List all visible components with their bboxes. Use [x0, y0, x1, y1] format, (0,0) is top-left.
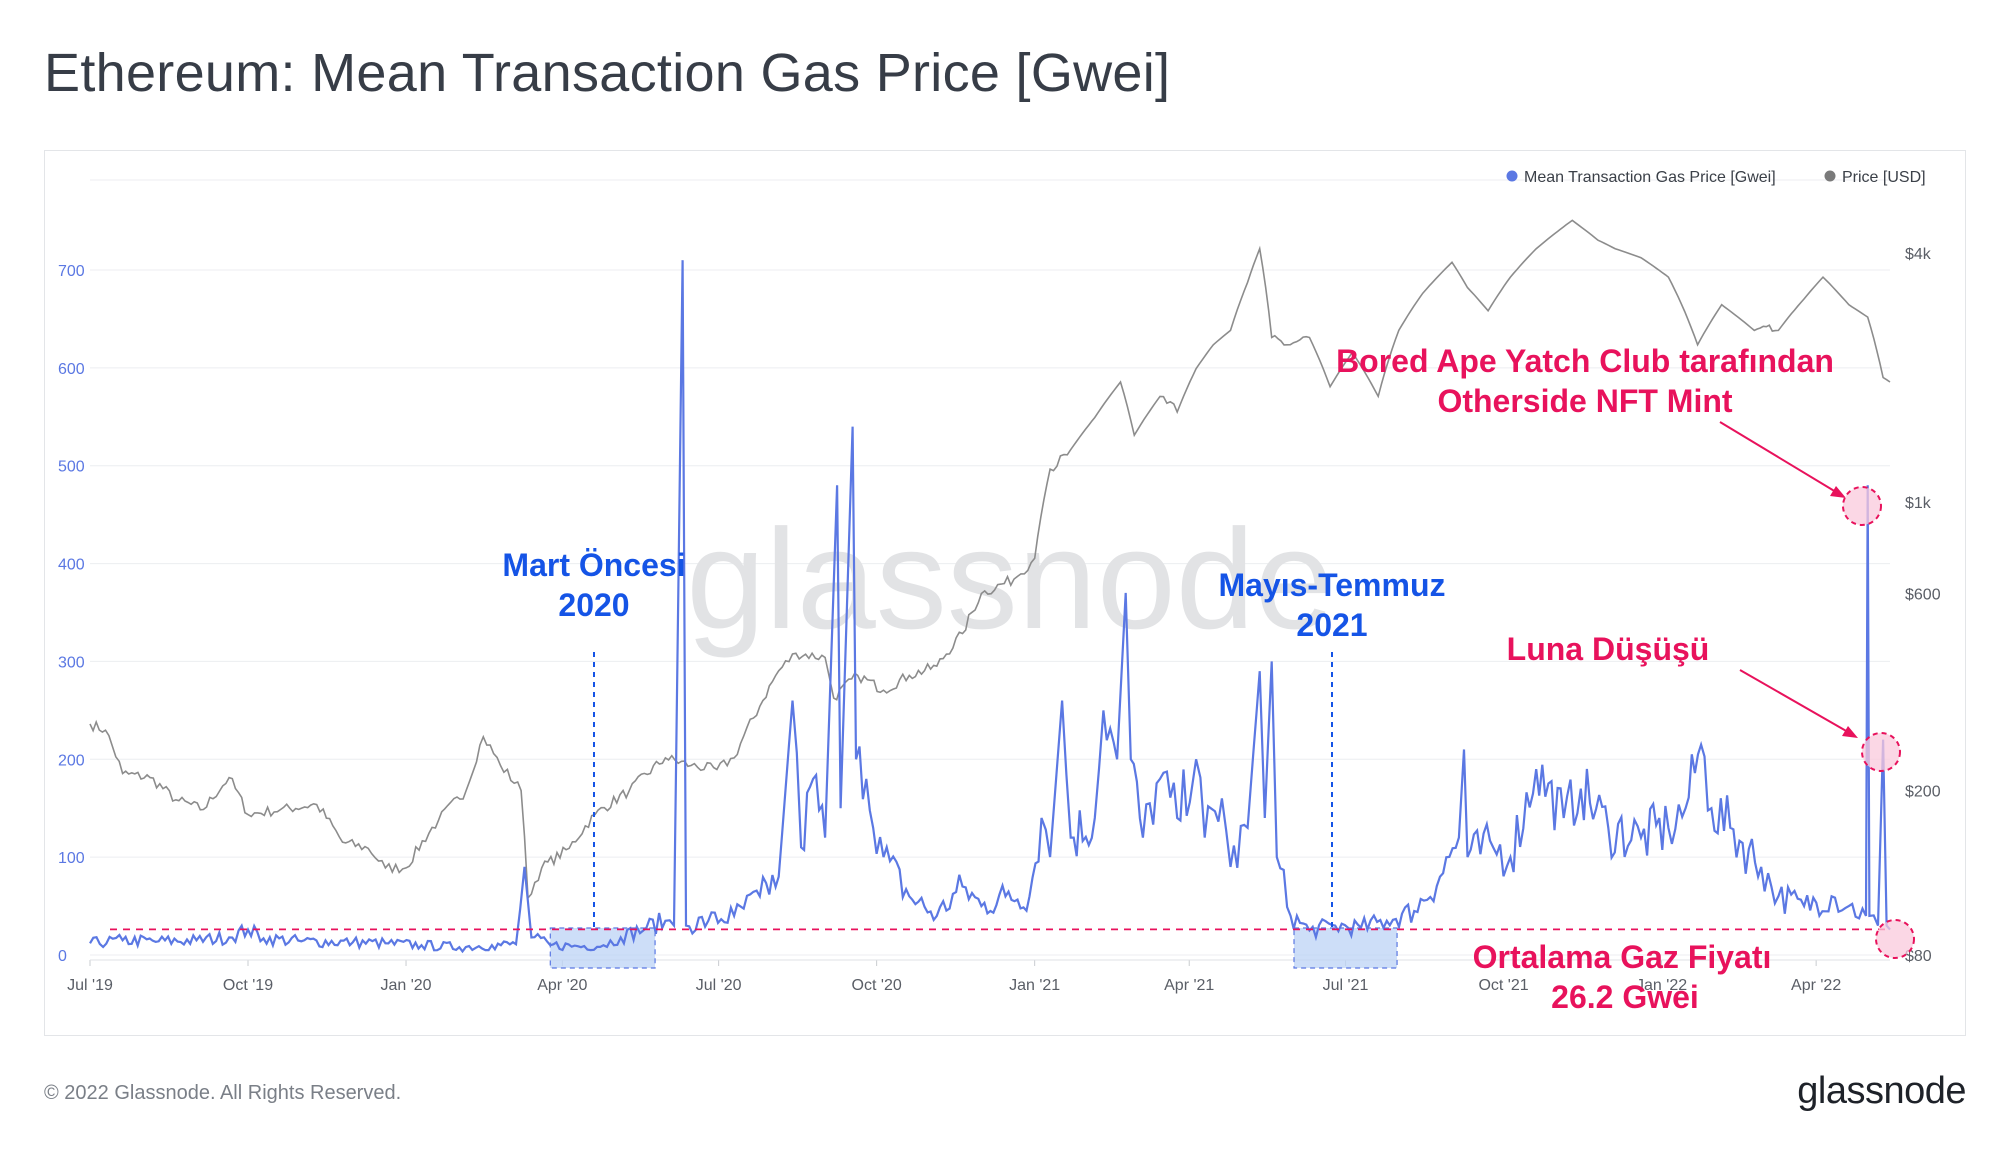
- copyright-footer: © 2022 Glassnode. All Rights Reserved.: [44, 1082, 402, 1104]
- x-tick-label: Jul '19: [67, 977, 113, 994]
- bored-arrow-head: [1830, 486, 1846, 498]
- x-tick-label: Jan '20: [380, 977, 431, 994]
- luna-label: Luna Düşüşü: [1507, 631, 1710, 667]
- y-left-tick-label: 300: [58, 654, 85, 671]
- luna-highlight-circle: [1861, 732, 1901, 772]
- y-left-tick-label: 100: [58, 850, 85, 867]
- y-right-tick-label: $200: [1905, 784, 1941, 801]
- x-tick-label: Apr '22: [1791, 977, 1841, 994]
- x-tick-label: Jul '20: [696, 977, 742, 994]
- bored-arrow-line: [1719, 421, 1837, 493]
- page-title: Ethereum: Mean Transaction Gas Price [Gw…: [44, 43, 1171, 103]
- avg-label-line1: Ortalama Gaz Fiyatı: [1473, 939, 1772, 975]
- x-tick-label: Apr '20: [537, 977, 587, 994]
- avg-label-line2: 26.2 Gwei: [1551, 979, 1699, 1015]
- luna-arrow-line: [1739, 669, 1849, 733]
- chart-frame: [44, 150, 1966, 1036]
- legend-gas-label: Mean Transaction Gas Price [Gwei]: [1524, 169, 1776, 186]
- glassnode-logo: glassnode: [1797, 1070, 1966, 1112]
- y-left-tick-label: 400: [58, 557, 85, 574]
- y-axis-left: 0 100 200 300 400 500 600 700: [58, 263, 85, 965]
- x-tick-label: Oct '19: [223, 977, 273, 994]
- gas-series-line: [89, 260, 1891, 954]
- mayis-label-line1: Mayıs-Temmuz: [1218, 567, 1445, 603]
- x-tick-label: Jul '21: [1323, 977, 1369, 994]
- legend-price-label: Price [USD]: [1842, 169, 1926, 186]
- luna-arrow-head: [1842, 726, 1858, 738]
- y-right-tick-label: $4k: [1905, 246, 1932, 263]
- avg-highlight-circle: [1875, 919, 1915, 959]
- price-series-line: [89, 219, 1891, 900]
- x-tick-label: Jan '22: [1636, 977, 1687, 994]
- y-right-tick-label: $600: [1905, 587, 1941, 604]
- watermark: glassnode: [686, 500, 1333, 659]
- x-tick-label: Jan '21: [1009, 977, 1060, 994]
- bored-label-line1: Bored Ape Yatch Club tarafından: [1336, 343, 1834, 379]
- y-left-tick-label: 0: [58, 948, 67, 965]
- grid: [90, 179, 1890, 956]
- low-gas-highlight-box: [549, 927, 656, 969]
- bored-label-line2: Otherside NFT Mint: [1437, 383, 1732, 419]
- mart-label-line1: Mart Öncesi: [502, 547, 685, 583]
- mayis-label-line2: 2021: [1296, 607, 1367, 643]
- y-right-tick-label: $80: [1905, 948, 1932, 965]
- y-left-tick-label: 700: [58, 263, 85, 280]
- bored-highlight-circle: [1842, 486, 1882, 526]
- x-tick-label: Oct '20: [852, 977, 902, 994]
- y-right-tick-label: $1k: [1905, 495, 1932, 512]
- x-tick-label: Apr '21: [1164, 977, 1214, 994]
- y-left-tick-label: 500: [58, 459, 85, 476]
- legend-price-marker: [1824, 170, 1836, 182]
- highlight-ranges: [549, 927, 1398, 969]
- x-tick-label: Oct '21: [1478, 977, 1528, 994]
- legend: Mean Transaction Gas Price [Gwei] Price …: [1506, 169, 1926, 186]
- low-gas-highlight-box: [1293, 927, 1398, 969]
- mart-label-line2: 2020: [558, 587, 629, 623]
- legend-gas-marker: [1506, 170, 1518, 182]
- y-left-tick-label: 600: [58, 361, 85, 378]
- y-left-tick-label: 200: [58, 752, 85, 769]
- x-axis: Jul '19 Oct '19 Jan '20 Apr '20 Jul '20 Oct '…: [67, 959, 1890, 994]
- y-axis-right: $80 $200 $600 $1k $4k: [1905, 246, 1941, 965]
